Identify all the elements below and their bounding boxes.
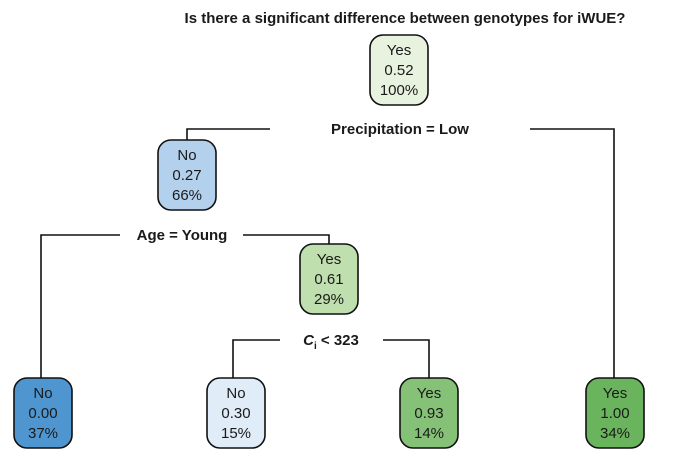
node-value: 0.27 — [172, 167, 201, 184]
edge — [40, 234, 330, 378]
node-box — [299, 243, 359, 315]
tree-node: No 0.27 66% — [157, 139, 217, 211]
node-value: 1.00 — [600, 405, 629, 422]
node-label: Yes — [387, 42, 411, 59]
edge — [186, 128, 615, 378]
tree-node: Yes 1.00 34% — [585, 377, 645, 449]
node-value: 0.61 — [314, 271, 343, 288]
tree-node: No 0.00 37% — [13, 377, 73, 449]
nodes: Yes0.52100%No0.2766%Yes0.6129%No0.0037%N… — [13, 34, 645, 449]
node-percent: 100% — [380, 82, 418, 99]
split-subscript: i — [314, 341, 317, 352]
split-label: Age = Young — [137, 227, 228, 244]
tree-node: No 0.30 15% — [206, 377, 266, 449]
node-percent: 14% — [414, 425, 444, 442]
node-percent: 37% — [28, 425, 58, 442]
split-condition: < 323 — [317, 332, 359, 349]
title: Is there a significant difference betwee… — [185, 10, 626, 27]
node-value: 0.93 — [414, 405, 443, 422]
tree-node: Yes 0.52 100% — [369, 34, 429, 106]
node-value: 0.52 — [384, 62, 413, 79]
node-value: 0.00 — [28, 405, 57, 422]
node-box — [157, 139, 217, 211]
split-variable: C — [303, 332, 315, 349]
node-box — [399, 377, 459, 449]
node-label: No — [226, 385, 245, 402]
node-label: No — [33, 385, 52, 402]
tree-node: Yes 0.61 29% — [299, 243, 359, 315]
edges — [40, 128, 615, 378]
node-percent: 66% — [172, 187, 202, 204]
split-label: Precipitation = Low — [331, 121, 469, 138]
node-percent: 15% — [221, 425, 251, 442]
node-box — [13, 377, 73, 449]
node-box — [585, 377, 645, 449]
node-box — [206, 377, 266, 449]
node-percent: 34% — [600, 425, 630, 442]
node-label: Yes — [317, 251, 341, 268]
tree-node: Yes 0.93 14% — [399, 377, 459, 449]
node-value: 0.30 — [221, 405, 250, 422]
node-label: Yes — [417, 385, 441, 402]
node-label: No — [177, 147, 196, 164]
edge — [232, 339, 430, 378]
node-percent: 29% — [314, 291, 344, 308]
node-label: Yes — [603, 385, 627, 402]
split-label: Ci < 323 — [303, 332, 359, 352]
node-box — [369, 34, 429, 106]
